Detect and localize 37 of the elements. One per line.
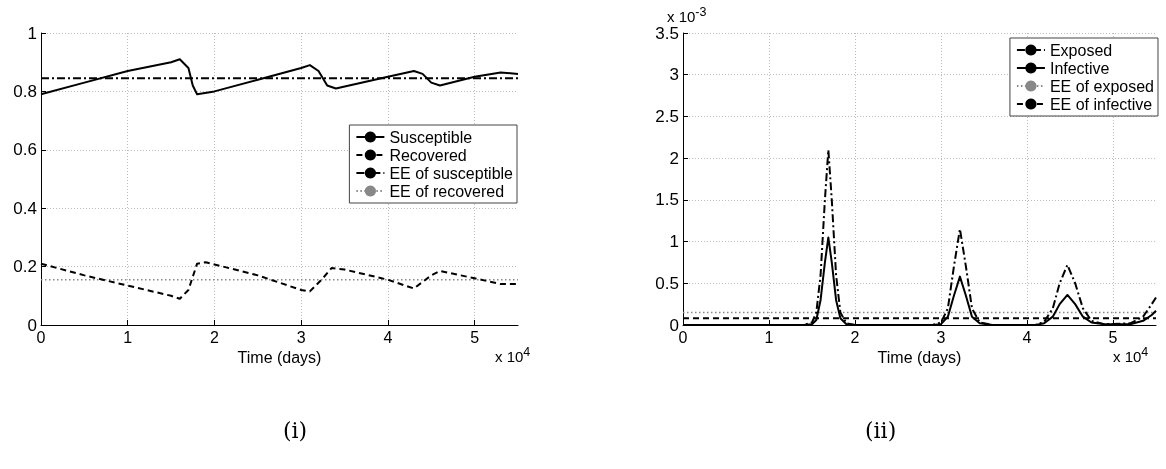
text: x 10$^{4}$ <box>1113 345 1149 365</box>
legend-label: EE of susceptible <box>389 164 514 182</box>
y-tick-label: 0.8 <box>13 81 37 101</box>
x-axis-title: Time (days) <box>237 349 322 367</box>
x-tick-label: 2 <box>210 328 219 346</box>
legend-label: Exposed <box>1049 41 1113 59</box>
y-tick-label: 1.5 <box>655 190 679 210</box>
y-tick-label: 3.5 <box>655 23 679 43</box>
y-tick-label: 3 <box>669 65 679 85</box>
y-tick-label: 1 <box>27 23 37 43</box>
x-tick-label: 4 <box>1022 328 1032 346</box>
legend-label: Susceptible <box>389 128 473 146</box>
y-tick-label: 0.5 <box>655 273 679 293</box>
text: (i) <box>283 418 308 443</box>
x-tick-label: 4 <box>383 328 393 346</box>
x-tick-label: 1 <box>123 328 133 346</box>
text: x 10$^{4}$ <box>495 345 531 365</box>
y-tick-label: 2.5 <box>655 106 679 126</box>
text: (ii) <box>865 418 897 443</box>
legend-label: EE of exposed <box>1049 77 1155 95</box>
x-tick-label: 5 <box>470 328 480 346</box>
legend-label: Recovered <box>389 146 467 164</box>
legend-label: EE of infective <box>1049 95 1153 113</box>
x-tick-label: 3 <box>936 328 946 346</box>
y-tick-label: 0.2 <box>13 257 37 277</box>
legend-label: Infective <box>1049 59 1110 77</box>
y-tick-label: 2 <box>669 148 679 168</box>
x-tick-label: 1 <box>764 328 774 346</box>
x-axis-title: Time (days) <box>877 349 962 367</box>
x-tick-label: 3 <box>296 328 306 346</box>
x-tick-label: 5 <box>1108 328 1118 346</box>
legend-label: EE of recovered <box>389 182 505 200</box>
y-tick-label: 1 <box>669 232 679 252</box>
x-tick-label: 2 <box>850 328 860 346</box>
y-tick-label: 0.4 <box>13 198 37 218</box>
y-tick-label: 0.6 <box>13 140 37 160</box>
text: x 10$^{-3}$ <box>667 5 707 25</box>
